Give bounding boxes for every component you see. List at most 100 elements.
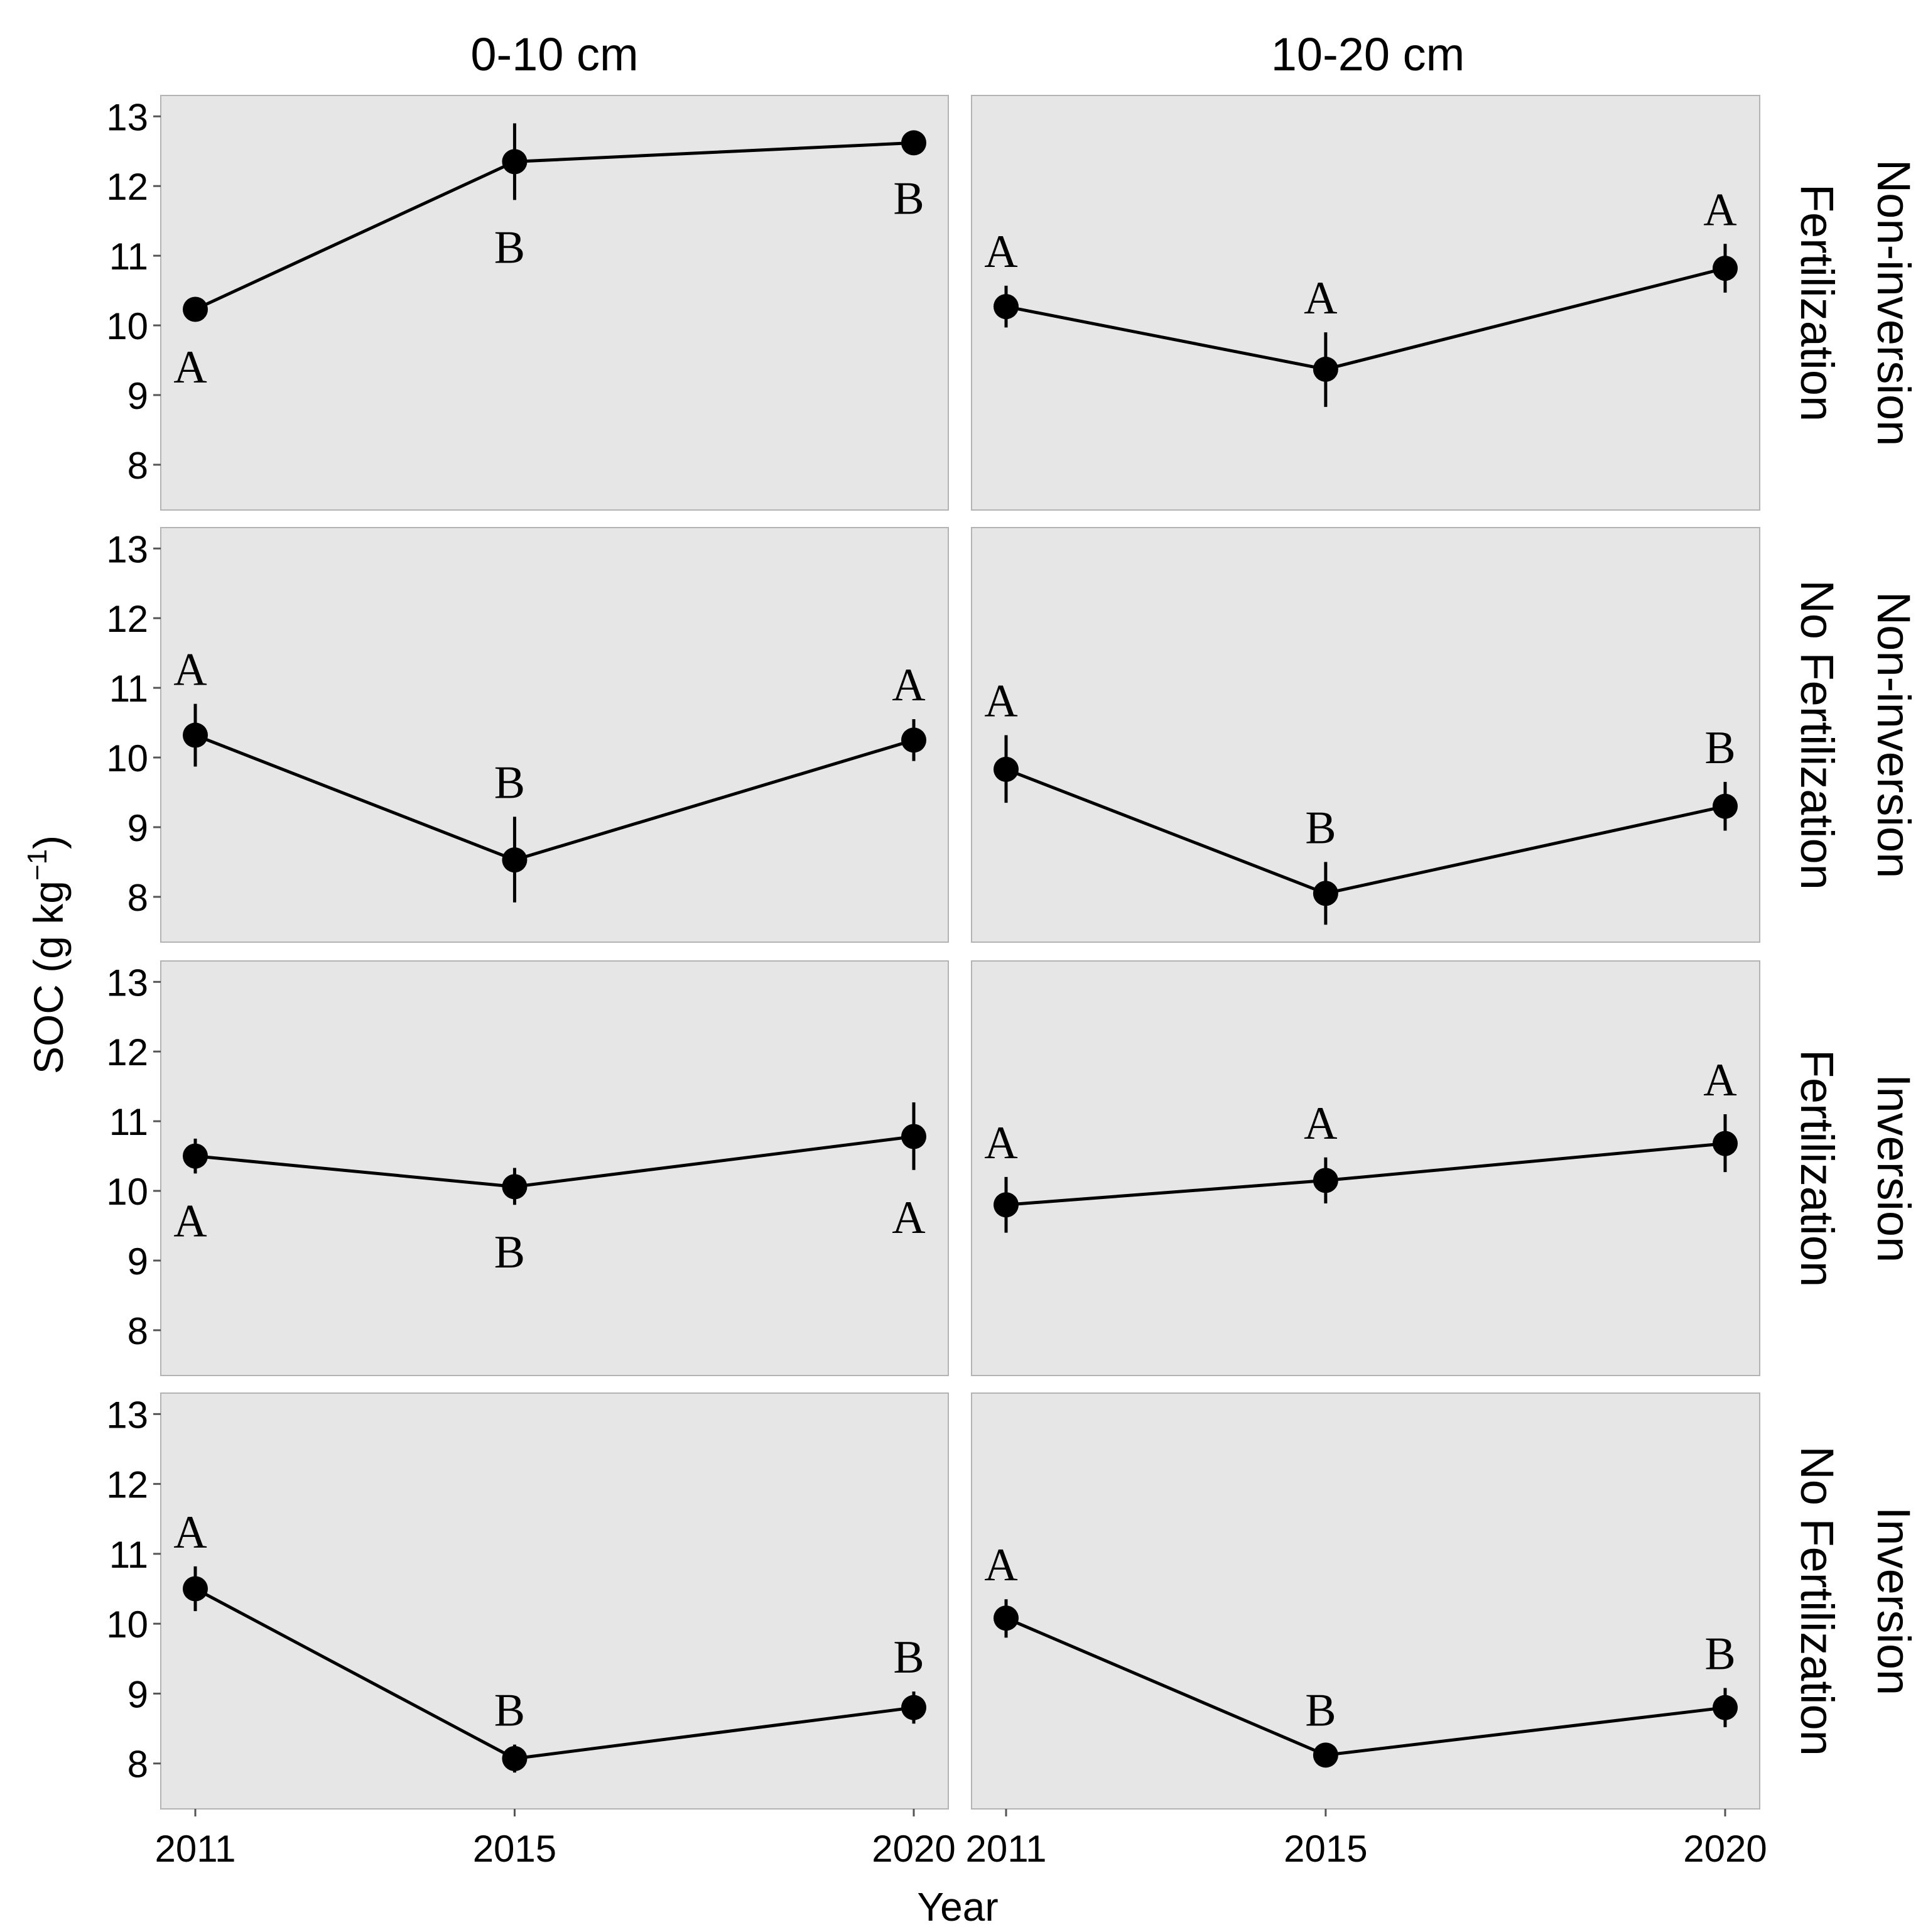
significance-letter: A xyxy=(173,1195,207,1247)
significance-letter: A xyxy=(892,1192,925,1244)
data-point xyxy=(502,1745,528,1771)
panel-0-1: A A A xyxy=(971,95,1760,511)
significance-letter: B xyxy=(893,173,924,225)
row-label-line1: Inversion xyxy=(1868,1074,1920,1262)
data-point xyxy=(901,1695,926,1720)
column-header-10-20cm: 10-20 cm xyxy=(1271,28,1465,80)
y-tick-label: 9 xyxy=(127,375,148,417)
y-axis-row-0: 8 9 10 11 12 13 xyxy=(106,96,161,487)
significance-letter: A xyxy=(984,226,1017,278)
y-tick-label: 11 xyxy=(109,1101,148,1143)
significance-letter: A xyxy=(1703,1055,1736,1106)
significance-letter: A xyxy=(892,659,925,711)
significance-letter: B xyxy=(1704,1629,1735,1680)
panel-1-0: A B A xyxy=(160,527,949,943)
y-tick-label: 12 xyxy=(106,166,148,208)
significance-letter: B xyxy=(1305,1685,1336,1737)
x-tick-label: 2020 xyxy=(1683,1828,1767,1870)
row-label-line2: Fertilization xyxy=(1791,1050,1843,1287)
significance-letter: B xyxy=(1704,722,1735,774)
row-strip-2: Inversion Fertilization xyxy=(1791,1050,1920,1287)
y-tick-label: 11 xyxy=(109,236,148,278)
row-strip-0: Non-inversion Fertilization xyxy=(1791,160,1920,447)
x-tick-label: 2020 xyxy=(872,1828,955,1870)
row-label-line2: No Fertilization xyxy=(1791,1446,1843,1756)
data-point xyxy=(901,727,926,753)
panel-1-1: A B B xyxy=(971,527,1760,943)
significance-letter: A xyxy=(1304,1098,1337,1149)
y-tick-label: 8 xyxy=(127,1310,148,1352)
data-point xyxy=(1713,793,1738,819)
data-point xyxy=(901,130,926,156)
data-point xyxy=(502,847,528,873)
data-point xyxy=(183,722,208,748)
y-tick-label: 10 xyxy=(106,1604,148,1646)
data-point xyxy=(994,294,1019,320)
data-point xyxy=(183,296,208,322)
panel-3-0: A B B xyxy=(160,1392,949,1810)
panel-2-0: ABA xyxy=(160,960,949,1376)
y-tick-label: 8 xyxy=(127,1744,148,1786)
x-axis-label: Year xyxy=(917,1884,998,1929)
data-point xyxy=(1313,1168,1338,1193)
significance-letter: B xyxy=(1305,802,1336,854)
y-tick-label: 9 xyxy=(127,807,148,849)
row-strip-1: Non-inversion No Fertilization xyxy=(1791,580,1920,890)
data-point xyxy=(1313,356,1338,382)
y-tick-label: 12 xyxy=(106,1464,148,1506)
significance-letter: A xyxy=(173,342,207,393)
panel-background xyxy=(160,1392,949,1810)
y-tick-label: 11 xyxy=(109,668,148,710)
data-point xyxy=(502,149,528,175)
row-strip-3: Inversion No Fertilization xyxy=(1791,1446,1920,1756)
panel-background xyxy=(971,960,1760,1376)
row-label-line1: Non-inversion xyxy=(1868,592,1920,879)
y-tick-label: 8 xyxy=(127,877,148,919)
significance-letter: B xyxy=(494,1227,525,1278)
x-axis-col-0: 2011 2015 2020 xyxy=(154,1809,956,1870)
y-tick-label: 9 xyxy=(127,1673,148,1715)
panels-layer: A B B A A A A B A A B B A B A A A A A B B A B B 8 9 10 11 12 13 8 9 10 11… xyxy=(106,95,1920,1870)
y-tick-label: 8 xyxy=(127,445,148,487)
significance-letter: A xyxy=(1304,273,1337,324)
panel-background xyxy=(160,527,949,943)
significance-letter: B xyxy=(494,222,525,273)
data-point xyxy=(502,1174,528,1200)
x-tick-label: 2011 xyxy=(965,1828,1046,1870)
panel-background xyxy=(971,527,1760,943)
data-point xyxy=(183,1143,208,1169)
data-point xyxy=(183,1576,208,1602)
significance-letter: B xyxy=(893,1632,924,1683)
y-axis-row-2: 8 9 10 11 12 13 xyxy=(106,962,161,1352)
data-point xyxy=(994,756,1019,782)
panel-background xyxy=(160,960,949,1376)
y-axis-row-1: 8 9 10 11 12 13 xyxy=(106,528,161,919)
panel-background xyxy=(971,1392,1760,1810)
panel-background xyxy=(160,95,949,511)
row-label-line2: Fertilization xyxy=(1791,184,1843,421)
y-axis-label-close: ) xyxy=(25,835,72,849)
data-point xyxy=(994,1605,1019,1631)
significance-letter: B xyxy=(494,1685,525,1737)
y-tick-label: 13 xyxy=(106,962,148,1004)
significance-letter: A xyxy=(173,1507,207,1558)
significance-letter: A xyxy=(1703,184,1736,236)
y-tick-label: 11 xyxy=(109,1534,148,1576)
data-point xyxy=(1313,881,1338,906)
column-header-0-10cm: 0-10 cm xyxy=(470,28,638,80)
y-tick-label: 12 xyxy=(106,1031,148,1073)
panel-3-1: A B B xyxy=(971,1392,1760,1810)
x-tick-label: 2015 xyxy=(473,1828,556,1870)
y-tick-label: 12 xyxy=(106,598,148,640)
panel-2-1: A A A xyxy=(971,960,1760,1376)
y-tick-label: 10 xyxy=(106,305,148,347)
data-point xyxy=(1313,1742,1338,1768)
significance-letter: A xyxy=(984,1539,1017,1591)
data-point xyxy=(1713,1695,1738,1720)
y-tick-label: 10 xyxy=(106,1171,148,1213)
y-axis-label-exponent: −1 xyxy=(22,849,53,881)
significance-letter: A xyxy=(984,1117,1017,1169)
y-tick-label: 13 xyxy=(106,1394,148,1436)
data-point xyxy=(1713,256,1738,281)
